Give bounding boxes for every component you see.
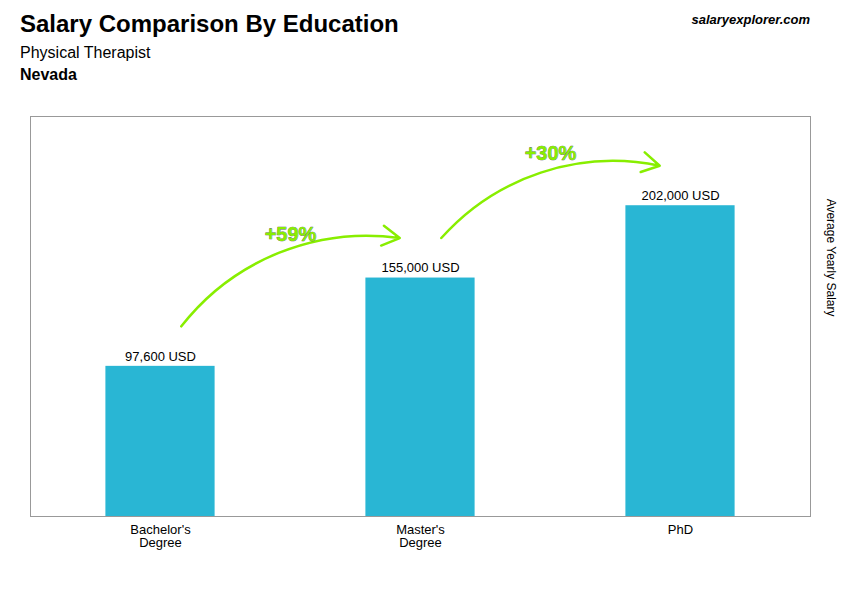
html-text:Nevada: Nevada (20, 66, 77, 83)
svg-text:155,000 USD: 155,000 USD (381, 260, 459, 275)
svg-text:+59%: +59% (265, 223, 317, 245)
svg-text:Bachelor'sDegree: Bachelor'sDegree (130, 522, 191, 550)
svg-text:Master'sDegree: Master'sDegree (396, 522, 445, 550)
svg-text:Average Yearly Salary: Average Yearly Salary (824, 199, 838, 317)
svg-text:PhD: PhD (668, 522, 693, 537)
html-text:salaryexplorer.com: salaryexplorer.com (691, 12, 810, 27)
svg-text:97,600 USD: 97,600 USD (125, 349, 196, 364)
html-text:Salary Comparison By Education: Salary Comparison By Education (20, 10, 399, 37)
svg-text:+30%: +30% (525, 142, 577, 164)
html-text:Physical Therapist: Physical Therapist (20, 44, 151, 61)
svg-text:202,000 USD: 202,000 USD (641, 188, 719, 203)
